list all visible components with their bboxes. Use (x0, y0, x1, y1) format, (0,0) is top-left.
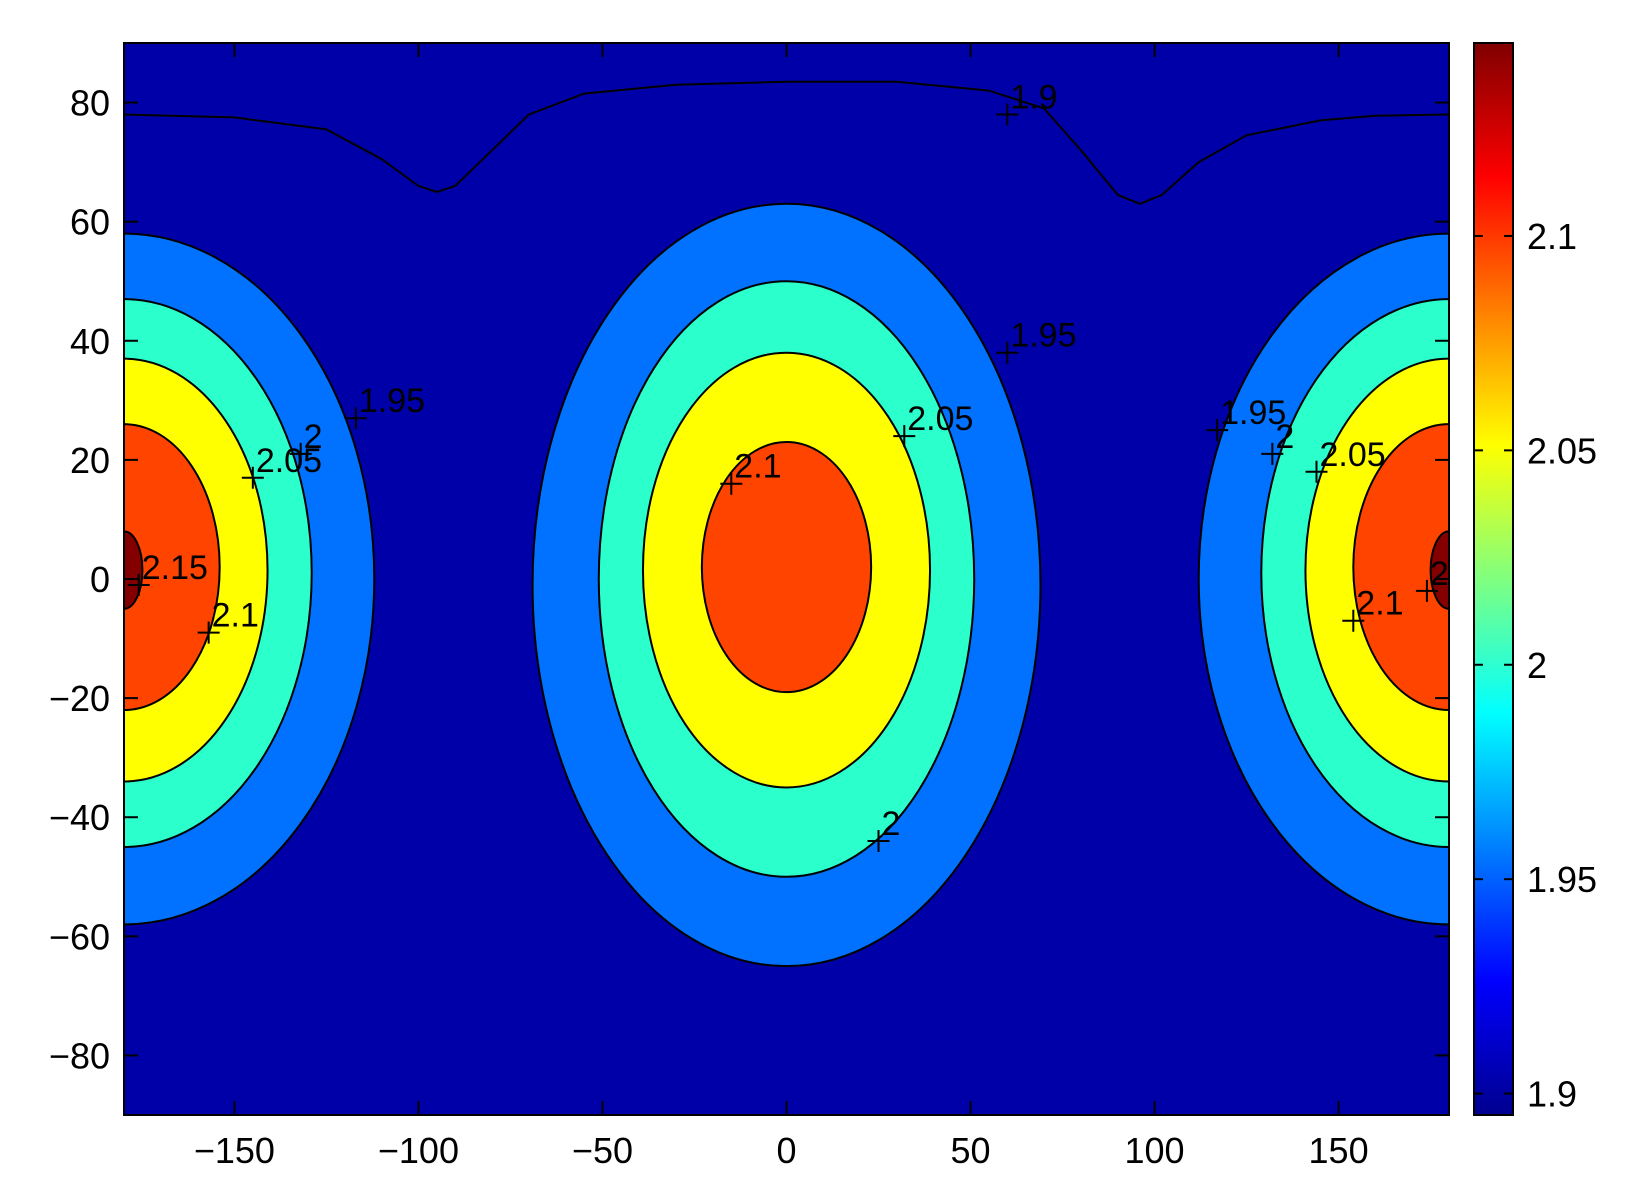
y-tick-label: 0 (90, 559, 110, 600)
contour-line-2 (124, 298, 313, 848)
y-tick-label: 60 (70, 202, 110, 243)
contour-label: 2 (1275, 418, 1294, 456)
contour-fills (124, 43, 1449, 1115)
contour-label: 1.95 (1010, 317, 1076, 355)
contour-line-1.95 (124, 232, 376, 926)
contour-label-marker (996, 341, 1019, 364)
y-tick-label: −40 (49, 797, 110, 838)
colorbar-axis: 2.1 2.05 2 1.95 1.9 (1474, 216, 1597, 1115)
colorbar-tick-label: 2 (1527, 645, 1547, 686)
x-tick-label: −150 (194, 1130, 275, 1171)
contour-label: 2.05 (1320, 436, 1386, 474)
fill-band-2.1 (701, 442, 872, 693)
contour-label-marker (289, 442, 312, 465)
contour-line-2.1 (700, 441, 873, 694)
contour-label: 2.1 (1356, 585, 1403, 623)
contour-label: 2.1 (212, 597, 259, 635)
contour-line-2.05 (1304, 357, 1449, 783)
contour-label-marker (1261, 442, 1284, 465)
y-axis: 80 60 40 20 0 −20 −40 −60 −80 (49, 83, 1449, 1076)
contour-label: 2 (304, 418, 323, 456)
x-tick-label: 50 (951, 1130, 991, 1171)
contour-line-2 (597, 280, 976, 878)
contour-line-1.95 (531, 202, 1042, 968)
x-tick-label: 150 (1309, 1130, 1369, 1171)
contour-line-2.15 (124, 530, 144, 610)
contour-label-marker (1415, 579, 1438, 602)
contour-label: 2 (882, 805, 901, 843)
fill-band-2.1 (1353, 424, 1449, 710)
contour-label-marker (1305, 460, 1328, 483)
contour-label: 1.95 (1220, 394, 1286, 432)
y-tick-label: 80 (70, 83, 110, 124)
colorbar-tick-label: 2.1 (1527, 216, 1577, 257)
contour-label: 2 (1430, 555, 1449, 593)
contour-label: 2.15 (142, 549, 208, 587)
contour-label-marker (241, 466, 264, 489)
y-tick-label: 40 (70, 321, 110, 362)
contour-label-marker (197, 621, 220, 644)
fill-band-2.15 (1430, 531, 1449, 609)
contour-line-2.1 (124, 423, 221, 711)
contour-label-marker (1206, 419, 1229, 442)
contour-label-marker (1342, 609, 1365, 632)
contour-label: 1.9 (1010, 78, 1057, 116)
x-axis: −150 −100 −50 0 50 100 150 (194, 43, 1369, 1171)
contour-label-marker (996, 103, 1019, 126)
contour-label: 1.95 (359, 382, 425, 420)
colorbar (1473, 42, 1514, 1116)
contour-line-1.9 (124, 80, 1449, 205)
x-tick-label: −100 (378, 1130, 459, 1171)
contour-label-marker (344, 407, 367, 430)
x-tick-label: 0 (776, 1130, 796, 1171)
colorbar-tick-label: 1.9 (1527, 1074, 1577, 1115)
colorbar-tick-label: 2.05 (1527, 430, 1597, 471)
y-tick-label: −20 (49, 678, 110, 719)
contour-label: 2.05 (907, 400, 973, 438)
contour-label: 2.1 (734, 448, 781, 486)
contour-label-marker (127, 573, 150, 596)
y-tick-label: −80 (49, 1035, 110, 1076)
contour-line-2.05 (124, 357, 269, 783)
contour-line-2.05 (641, 351, 932, 789)
contour-label-marker (720, 472, 743, 495)
x-tick-label: −50 (572, 1130, 633, 1171)
contour-label: 2.05 (256, 442, 322, 480)
fill-band-2.1 (124, 424, 220, 710)
y-tick-label: −60 (49, 916, 110, 957)
colorbar-tick-label: 1.95 (1527, 859, 1597, 900)
x-tick-label: 100 (1125, 1130, 1185, 1171)
contour-label-marker (893, 425, 916, 448)
contour-label-marker (867, 830, 890, 853)
contour-lines (124, 80, 1449, 968)
y-tick-label: 20 (70, 440, 110, 481)
